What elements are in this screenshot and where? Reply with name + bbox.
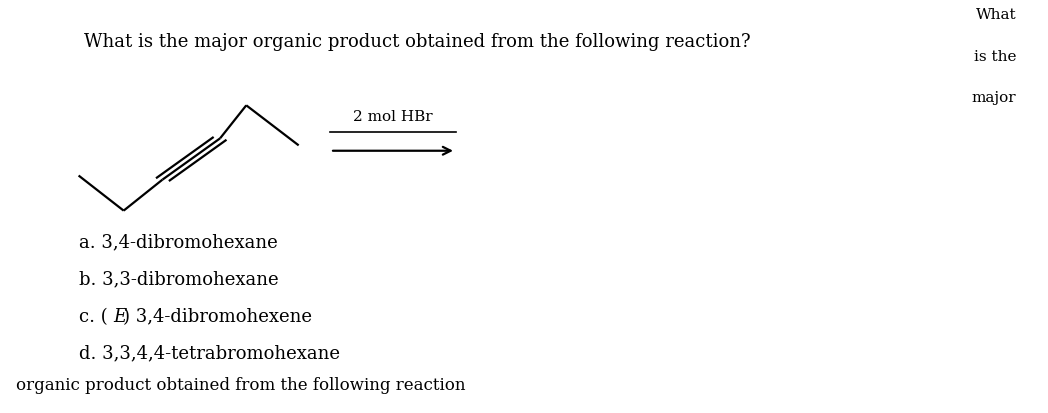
Text: d. 3,3,4,4-tetrabromohexane: d. 3,3,4,4-tetrabromohexane <box>79 345 340 363</box>
Text: E: E <box>113 308 127 326</box>
Text: is the: is the <box>974 50 1017 64</box>
Text: major: major <box>971 91 1017 105</box>
Text: 2 mol HBr: 2 mol HBr <box>353 110 433 124</box>
Text: b. 3,3-dibromohexane: b. 3,3-dibromohexane <box>79 271 278 289</box>
Text: ) 3,4-dibromohexene: ) 3,4-dibromohexene <box>123 308 311 326</box>
Text: What: What <box>976 8 1017 22</box>
Text: c. (: c. ( <box>79 308 107 326</box>
Text: organic product obtained from the following reaction: organic product obtained from the follow… <box>16 377 465 394</box>
Text: a. 3,4-dibromohexane: a. 3,4-dibromohexane <box>79 233 278 252</box>
Text: What is the major organic product obtained from the following reaction?: What is the major organic product obtain… <box>84 33 750 51</box>
